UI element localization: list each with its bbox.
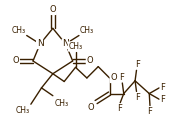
- Text: CH₃: CH₃: [80, 26, 94, 35]
- Text: F: F: [160, 83, 165, 92]
- Text: O: O: [87, 103, 94, 112]
- Text: O: O: [13, 57, 19, 65]
- Text: N: N: [62, 39, 69, 49]
- Text: CH₃: CH₃: [69, 42, 83, 51]
- Text: F: F: [135, 60, 140, 69]
- Text: F: F: [119, 72, 124, 82]
- Text: CH₃: CH₃: [15, 106, 29, 115]
- Text: F: F: [148, 107, 152, 116]
- Text: CH₃: CH₃: [54, 99, 68, 108]
- Text: O: O: [110, 74, 117, 82]
- Text: CH₃: CH₃: [12, 26, 26, 35]
- Text: F: F: [135, 93, 140, 102]
- Text: O: O: [86, 57, 93, 65]
- Text: O: O: [49, 5, 56, 14]
- Text: F: F: [160, 95, 165, 104]
- Text: F: F: [117, 104, 122, 113]
- Text: N: N: [37, 39, 43, 49]
